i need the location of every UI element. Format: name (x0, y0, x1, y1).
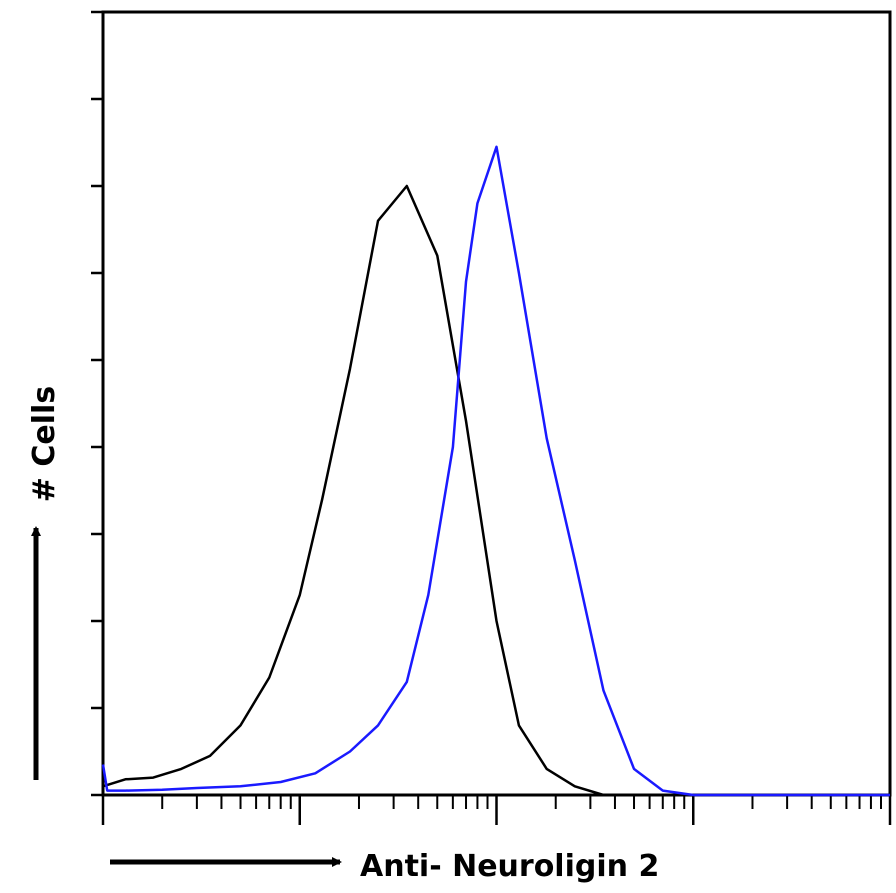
plot-frame (101, 10, 892, 797)
x-axis-ticks (101, 795, 892, 825)
series-line-2 (101, 145, 890, 797)
series-line-1 (102, 184, 890, 797)
y-axis-ticks (91, 10, 103, 797)
x-axis-label: Anti- Neuroligin 2 (360, 849, 659, 884)
series-group (101, 145, 890, 797)
y-axis-label: # Cells (27, 386, 62, 502)
